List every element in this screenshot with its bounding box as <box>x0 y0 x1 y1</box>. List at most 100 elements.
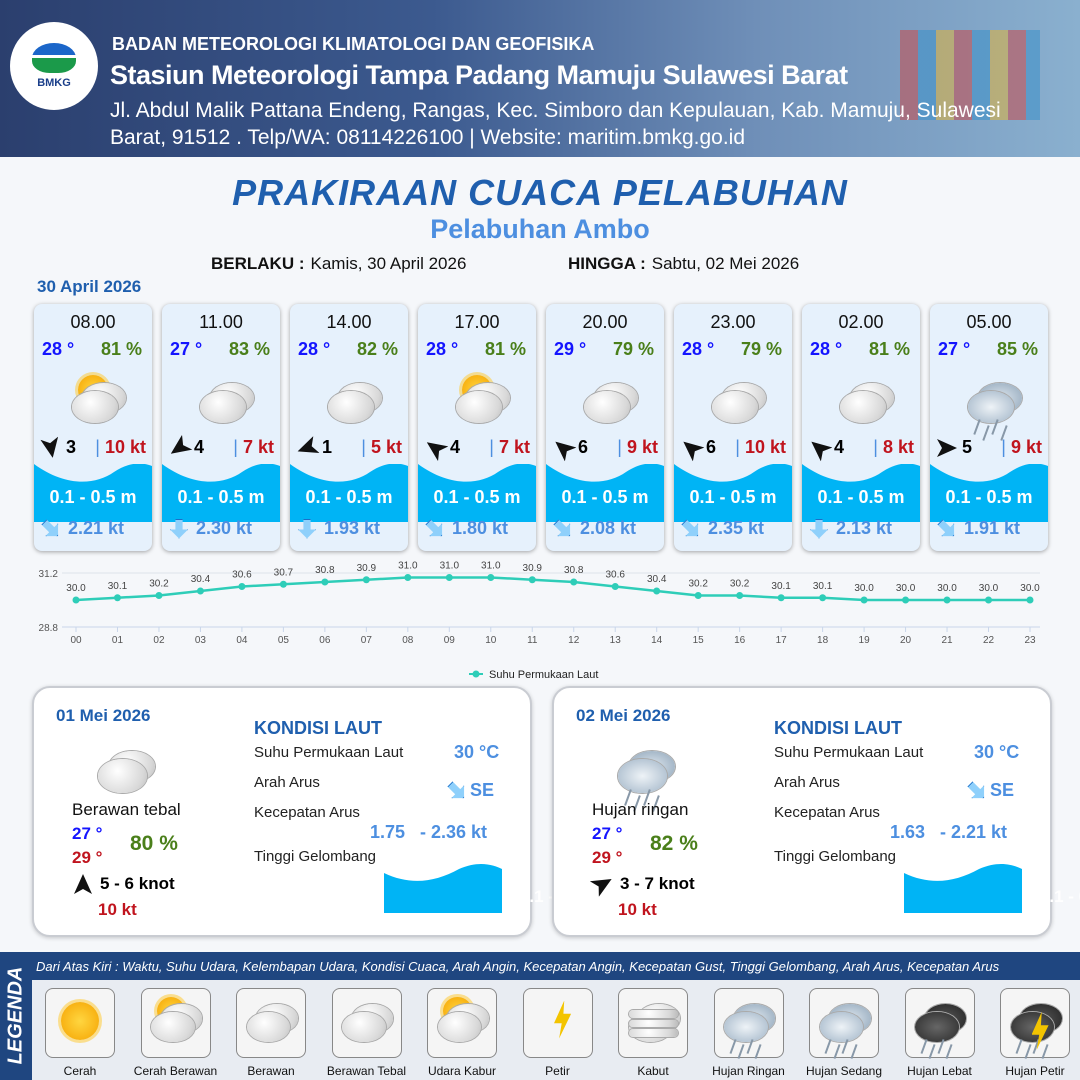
data-point <box>487 574 495 581</box>
humidity: 82 % <box>650 832 698 855</box>
x-tick-label: 10 <box>485 635 497 646</box>
wind-row: 4 7 kt <box>170 437 274 458</box>
forecast-card: 23.00 28 ° 79 % 6 10 kt 0.1 - 0.5 m 2.35 kt <box>674 304 792 551</box>
legend-item: Hujan Lebat <box>895 988 985 1078</box>
current-row: 2.30 kt <box>170 518 252 539</box>
current-row: 1.93 kt <box>298 518 380 539</box>
rain-shape <box>973 419 981 435</box>
wave-graphic <box>802 464 920 522</box>
sea-condition-title: KONDISI LAUT <box>774 718 902 738</box>
rain-shape <box>737 1044 745 1060</box>
hujan-ringan-icon <box>960 369 1024 441</box>
legend-item: Hujan Ringan <box>704 988 794 1078</box>
berawan-tebal-icon <box>704 369 768 424</box>
x-tick-label: 20 <box>900 635 912 646</box>
cloud-shape <box>628 1029 678 1037</box>
y-tick-label: 31.2 <box>39 569 59 580</box>
rain-shape <box>833 1044 841 1060</box>
forecast-time: 14.00 <box>326 312 372 332</box>
data-label: 30.2 <box>149 579 169 590</box>
wind-speed-range: 3 - 7 knot <box>620 874 695 893</box>
rain-shape <box>1041 1044 1049 1060</box>
x-tick-label: 02 <box>153 635 165 646</box>
current-direction-label: Arah Arus <box>774 774 840 791</box>
legend-item: Cerah <box>35 988 125 1078</box>
x-tick-label: 03 <box>195 635 207 646</box>
station-name: Stasiun Meteorologi Tampa Padang Mamuju … <box>110 60 848 90</box>
x-tick-label: 14 <box>651 635 663 646</box>
data-point <box>570 578 578 586</box>
data-label: 30.6 <box>232 570 252 581</box>
wind-speed: 5 <box>962 437 973 457</box>
x-tick-label: 17 <box>776 635 788 646</box>
forecast-time: 05.00 <box>966 312 1012 332</box>
gust-speed: 9 kt <box>1001 437 1042 458</box>
legend-icon-box <box>427 988 497 1058</box>
data-label: 31.0 <box>440 561 460 572</box>
rain-shape <box>824 1038 832 1054</box>
current-direction-value: SE <box>470 780 495 800</box>
legend-item-label: Berawan <box>247 1064 295 1078</box>
current-direction-icon <box>38 515 65 542</box>
gust-speed: 7 kt <box>233 437 274 458</box>
data-point <box>819 594 827 602</box>
x-tick-label: 21 <box>941 635 953 646</box>
current-direction-icon <box>422 515 449 542</box>
data-point <box>72 596 80 604</box>
x-tick-label: 16 <box>734 635 746 646</box>
gust-speed: 8 kt <box>873 437 914 458</box>
legend-strip <box>32 952 1080 980</box>
max-temperature: 29 ° <box>72 848 103 867</box>
wind-direction-icon <box>937 439 957 457</box>
legend-icon-box <box>331 988 402 1058</box>
max-temperature: 29 ° <box>592 848 623 867</box>
panel-date: 02 Mei 2026 <box>576 706 671 725</box>
wind-direction-icon <box>295 436 320 460</box>
legend-icon-box <box>618 988 688 1058</box>
data-label: 30.2 <box>730 579 750 590</box>
cloud-shape <box>584 391 630 423</box>
wind-direction-icon <box>590 871 616 897</box>
wave-graphic <box>904 863 1022 913</box>
legend-icon-box <box>140 988 211 1058</box>
wind-speed: 3 <box>66 437 77 457</box>
wind-speed: 4 <box>194 437 205 457</box>
data-label: 31.0 <box>398 561 418 572</box>
wind-direction-icon <box>678 434 705 461</box>
data-point <box>155 592 163 599</box>
legend-item-label: Cerah <box>63 1064 97 1078</box>
data-point <box>113 594 121 602</box>
cerah-berawan-icon <box>64 369 128 424</box>
data-point <box>611 583 619 590</box>
data-label: 30.0 <box>854 583 874 594</box>
current-speed: 2.08 kt <box>580 518 637 538</box>
series-line <box>75 576 1030 602</box>
legend-item: Berawan <box>226 988 316 1078</box>
sea-surface-temp-chart: 31.2 28.8 30.0 00 30.1 01 30.2 02 30.4 03 30.6 04 30… <box>39 561 1041 682</box>
current-direction-icon <box>678 515 705 542</box>
rain-shape <box>920 1038 928 1054</box>
data-label: 30.1 <box>813 581 833 592</box>
hujan-petir-icon <box>1003 991 1069 1060</box>
data-label: 30.4 <box>191 574 211 585</box>
x-tick-label: 08 <box>402 635 414 646</box>
min-temperature: 27 ° <box>72 824 103 843</box>
legend-item-label: Petir <box>545 1064 570 1078</box>
legend-item-label: Cerah Berawan <box>133 1064 218 1078</box>
wave-height: 0.1 - 0.5 m <box>433 487 521 507</box>
data-point <box>1026 596 1034 604</box>
x-tick-label: 19 <box>859 635 871 646</box>
data-point <box>860 596 868 604</box>
berawan-tebal-icon <box>335 991 401 1057</box>
cloud-shape <box>342 1011 386 1043</box>
wave-height: 0.1 - 0.5 m <box>561 487 649 507</box>
legend-item-label: Hujan Lebat <box>907 1064 972 1078</box>
current-speed: 2.13 kt <box>836 518 893 538</box>
cloud-shape <box>437 1011 482 1043</box>
header-banner: BMKG BADAN METEOROLOGI KLIMATOLOGI DAN G… <box>0 0 1080 157</box>
rain-shape <box>754 1044 762 1060</box>
data-label: 30.1 <box>771 581 791 592</box>
current-direction-icon <box>550 515 577 542</box>
current-speed-min: 1.63 <box>890 822 926 842</box>
forecast-card: 08.00 28 ° 81 % 3 10 kt 0.1 - 0.5 m 2.21 kt <box>34 304 152 551</box>
